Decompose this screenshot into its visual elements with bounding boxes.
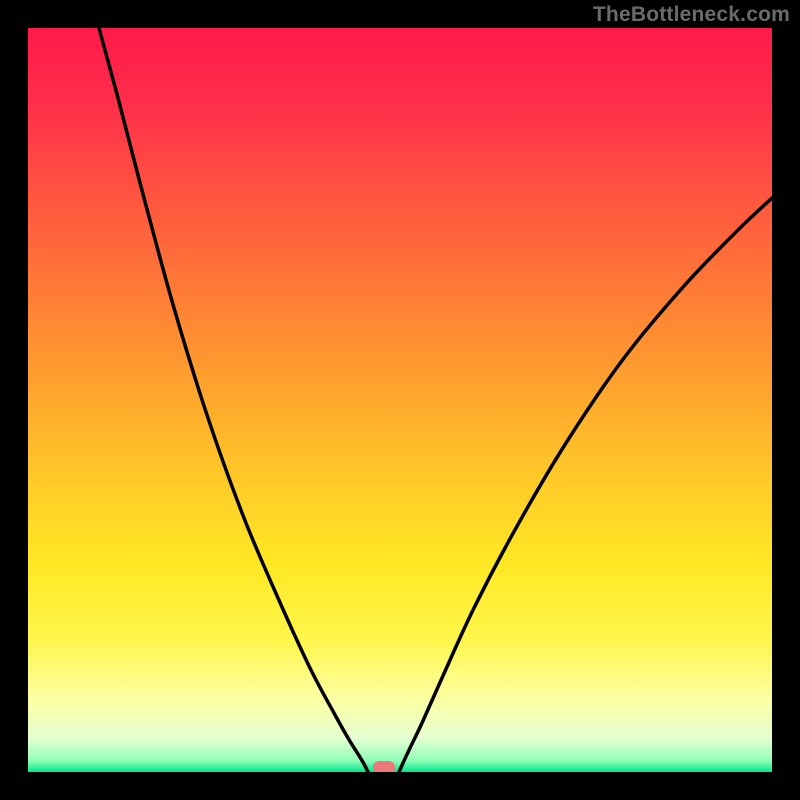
frame-border-left [0,0,28,800]
chart-frame: TheBottleneck.com [0,0,800,800]
watermark-text: TheBottleneck.com [593,3,790,27]
frame-border-right [772,0,800,800]
frame-border-bottom [0,772,800,800]
bottleneck-curve [28,28,772,772]
plot-area [28,28,772,772]
